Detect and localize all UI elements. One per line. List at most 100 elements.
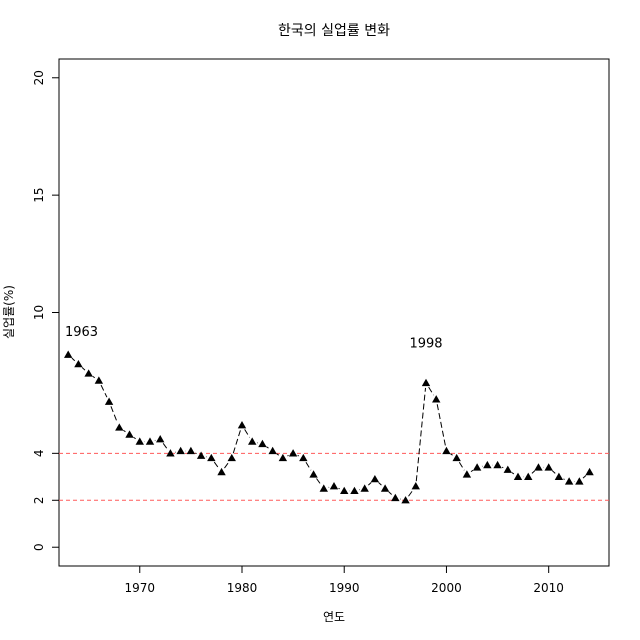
x-tick-label-1990: 1990 bbox=[329, 581, 360, 595]
data-point-1963 bbox=[64, 350, 73, 358]
x-tick-label-2000: 2000 bbox=[431, 581, 462, 595]
connector-segment bbox=[92, 375, 96, 379]
connector-segment bbox=[81, 367, 86, 371]
y-tick-label-0: 0 bbox=[32, 543, 46, 551]
data-point-1973 bbox=[166, 449, 175, 457]
data-point-1987 bbox=[309, 470, 318, 478]
connector-segment bbox=[428, 386, 435, 396]
data-point-1993 bbox=[370, 474, 380, 483]
data-point-2011 bbox=[554, 472, 564, 480]
data-point-2012 bbox=[564, 477, 574, 485]
plot-frame bbox=[58, 58, 610, 567]
y-tick-label-10: 10 bbox=[32, 305, 46, 320]
plot-area: 1970 1980 1990 2000 2010 0 2 4 10 15 20 1963 1998 bbox=[32, 58, 610, 595]
data-point-1964 bbox=[74, 359, 83, 368]
connector-segment bbox=[123, 429, 126, 433]
connector-segment bbox=[266, 446, 269, 449]
data-point-1977 bbox=[207, 453, 216, 462]
x-tick-label-1980: 1980 bbox=[227, 581, 258, 595]
data-point-1972 bbox=[156, 435, 165, 443]
data-point-1981 bbox=[248, 437, 257, 445]
data-point-2001 bbox=[452, 453, 461, 462]
data-point-1996 bbox=[401, 496, 410, 504]
connector-segment bbox=[436, 404, 446, 447]
connector-segment bbox=[552, 470, 556, 474]
connector-segment bbox=[162, 443, 168, 450]
connector-segment bbox=[133, 436, 136, 440]
x-tick-label-1970: 1970 bbox=[124, 581, 155, 595]
data-point-1980 bbox=[237, 420, 247, 429]
data-point-1999 bbox=[432, 395, 441, 403]
connector-segment bbox=[224, 461, 230, 469]
y-tick-label-20: 20 bbox=[32, 70, 46, 85]
data-point-1970 bbox=[135, 437, 144, 445]
data-point-2014 bbox=[585, 467, 594, 476]
connector-segment bbox=[71, 357, 76, 362]
connector-segment bbox=[582, 475, 587, 479]
connector-segment bbox=[110, 406, 118, 424]
data-point-1994 bbox=[380, 484, 390, 492]
data-point-2006 bbox=[503, 465, 512, 473]
data-point-1983 bbox=[268, 446, 277, 455]
connector-segment bbox=[450, 453, 453, 456]
connector-segment bbox=[338, 487, 340, 490]
connector-segment bbox=[415, 387, 427, 482]
connector-segment bbox=[305, 462, 312, 471]
connector-segment bbox=[501, 466, 504, 469]
chart-title: 한국의 실업률 변화 bbox=[278, 23, 390, 39]
connector-segment bbox=[388, 491, 392, 495]
connector-segment bbox=[408, 489, 414, 497]
data-point-1989 bbox=[329, 481, 339, 490]
connector-segment bbox=[100, 384, 108, 398]
x-axis-label: 연도 bbox=[323, 610, 345, 624]
connector-segment bbox=[458, 462, 465, 471]
connector-segment bbox=[244, 429, 250, 438]
data-point-1974 bbox=[176, 446, 185, 455]
data-point-2009 bbox=[534, 463, 543, 471]
connector-segment bbox=[368, 482, 372, 486]
connector-segment bbox=[287, 454, 289, 457]
data-point-2003 bbox=[472, 463, 482, 471]
data-point-2005 bbox=[493, 460, 502, 469]
connector-segment bbox=[276, 453, 280, 456]
x-tick-label-2010: 2010 bbox=[533, 581, 564, 595]
annotation-1998: 1998 bbox=[409, 337, 442, 352]
data-point-1965 bbox=[84, 369, 93, 377]
data-point-1978 bbox=[217, 467, 226, 476]
connector-segment bbox=[378, 482, 382, 486]
data-point-1982 bbox=[258, 439, 267, 448]
data-point-2013 bbox=[575, 477, 584, 485]
connector-segment bbox=[232, 429, 241, 454]
data-point-2007 bbox=[513, 472, 523, 480]
data-point-1995 bbox=[391, 493, 400, 502]
y-tick-label-4: 4 bbox=[32, 450, 46, 458]
data-point-1997 bbox=[411, 481, 420, 490]
y-axis-label: 실업률(%) bbox=[2, 285, 16, 339]
data-point-2002 bbox=[462, 470, 472, 478]
data-point-2000 bbox=[442, 446, 451, 455]
data-point-1984 bbox=[278, 453, 288, 462]
y-tick-label-2: 2 bbox=[32, 496, 46, 504]
y-tick-label-15: 15 bbox=[32, 187, 46, 202]
data-point-1976 bbox=[196, 451, 206, 459]
data-point-1967 bbox=[104, 397, 114, 405]
connector-segment bbox=[563, 478, 565, 480]
connector-segment bbox=[297, 454, 299, 457]
data-point-2008 bbox=[524, 472, 533, 480]
data-point-2010 bbox=[544, 463, 553, 471]
data-point-1975 bbox=[186, 446, 196, 455]
data-point-1985 bbox=[288, 449, 298, 457]
data-point-1979 bbox=[227, 453, 236, 462]
connector-segment bbox=[195, 452, 197, 455]
data-point-1998 bbox=[421, 378, 431, 387]
data-point-1990 bbox=[340, 486, 349, 495]
connector-segment bbox=[531, 470, 536, 474]
data-point-1988 bbox=[319, 484, 328, 492]
data-point-1986 bbox=[299, 453, 308, 462]
annotation-1963: 1963 bbox=[65, 325, 98, 340]
data-point-1966 bbox=[94, 376, 104, 384]
data-point-1968 bbox=[115, 423, 124, 431]
connector-segment bbox=[470, 469, 474, 473]
connector-segment bbox=[316, 478, 322, 485]
